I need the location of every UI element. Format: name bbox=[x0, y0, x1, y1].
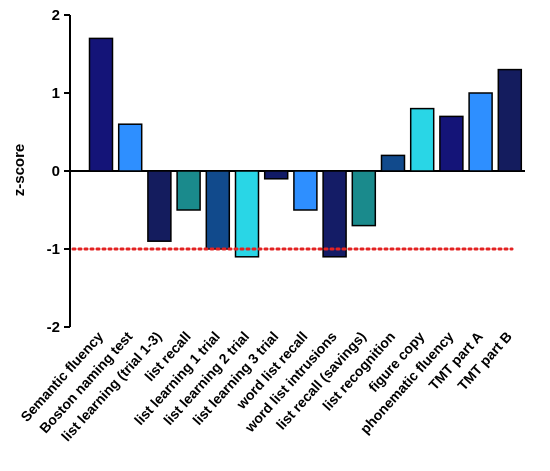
bar bbox=[88, 37, 114, 172]
bar bbox=[322, 170, 347, 258]
bar bbox=[293, 170, 318, 211]
y-tick-label: 0 bbox=[52, 163, 60, 180]
bar bbox=[205, 170, 231, 250]
y-axis-title: z-score bbox=[11, 144, 28, 197]
bar bbox=[234, 170, 260, 258]
bar bbox=[409, 107, 435, 172]
bar bbox=[351, 170, 377, 227]
bar bbox=[263, 170, 289, 180]
bar bbox=[497, 68, 523, 172]
bar bbox=[468, 92, 493, 172]
bar bbox=[439, 115, 464, 172]
y-tick-label: -2 bbox=[47, 319, 60, 336]
bar bbox=[147, 170, 172, 242]
bar bbox=[176, 170, 201, 211]
bar bbox=[117, 123, 143, 172]
y-tick-label: 2 bbox=[52, 7, 60, 24]
bar bbox=[380, 154, 406, 172]
y-tick-label: -1 bbox=[47, 241, 60, 258]
y-tick-label: 1 bbox=[52, 85, 60, 102]
